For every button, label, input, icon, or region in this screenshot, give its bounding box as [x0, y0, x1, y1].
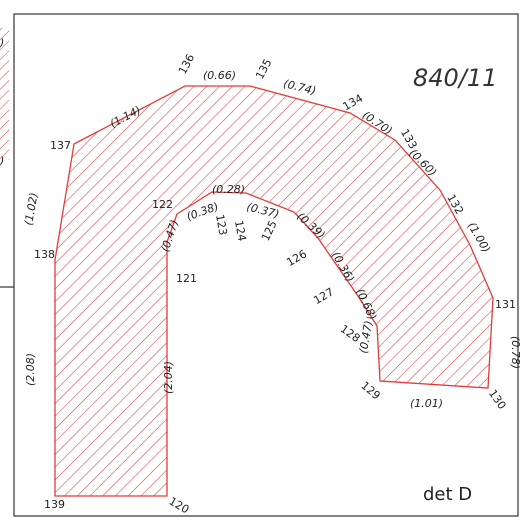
- point-label-130: 130: [486, 387, 509, 412]
- point-label-120: 120: [167, 495, 192, 517]
- point-label-134: 134: [340, 92, 365, 114]
- parcel-polygon: [54, 85, 494, 497]
- parcel-id: 840/11: [413, 64, 497, 92]
- point-label-123: 123: [213, 213, 229, 236]
- drawing-frame: [13, 13, 519, 517]
- fragment-label: ): [0, 154, 4, 167]
- edge-label-130-129: (1.01): [410, 397, 443, 410]
- detail-label: det D: [423, 484, 472, 505]
- fragment-label: ): [0, 36, 4, 49]
- edge-label-124-122: (0.28): [212, 183, 245, 196]
- edge-label-129-128: (0.47): [357, 320, 376, 355]
- point-label-121: 121: [176, 272, 197, 285]
- point-label-139: 139: [44, 498, 65, 511]
- edge-label-135-134: (0.74): [282, 77, 317, 98]
- point-label-136: 136: [176, 52, 197, 77]
- point-label-124: 124: [232, 219, 248, 242]
- point-label-125: 125: [259, 219, 280, 244]
- edge-label-139-138: (2.08): [24, 353, 37, 386]
- neighbour-parcel-hatch: [0, 28, 9, 160]
- edge-label-138-137: (1.02): [22, 192, 41, 227]
- point-label-135: 135: [253, 57, 274, 82]
- point-label-137: 137: [50, 139, 71, 152]
- edge-label-136-135: (0.66): [203, 69, 236, 82]
- point-label-126: 126: [284, 247, 309, 269]
- edge-label-131-130: (0.78): [509, 336, 522, 369]
- point-label-129: 129: [358, 379, 382, 402]
- point-label-127: 127: [311, 285, 336, 307]
- edge-label-121-120: (2.04): [162, 361, 175, 394]
- point-label-122: 122: [152, 198, 173, 211]
- point-label-138: 138: [34, 248, 55, 261]
- point-label-131: 131: [495, 298, 516, 311]
